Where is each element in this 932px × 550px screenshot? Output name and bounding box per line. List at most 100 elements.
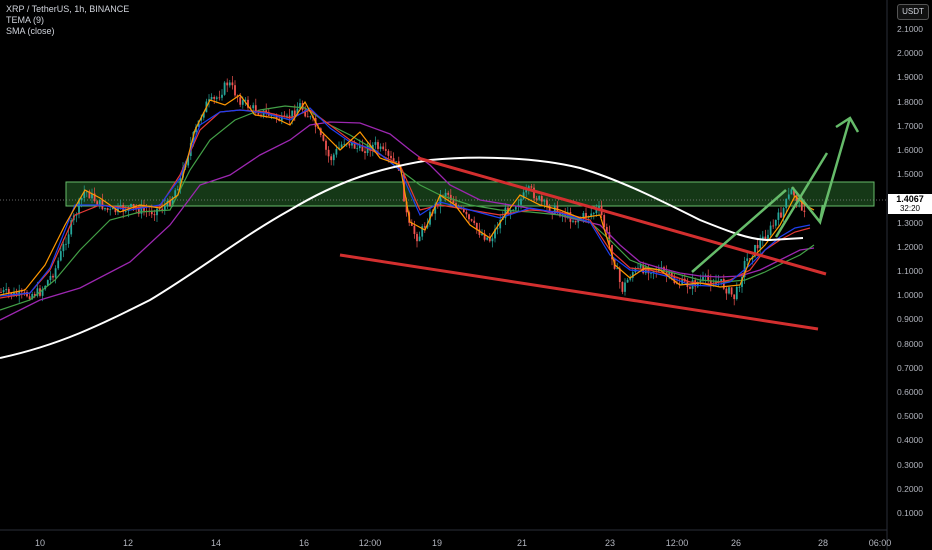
candle-body <box>629 277 632 280</box>
candle-body <box>239 97 242 105</box>
candle-body <box>156 208 158 216</box>
candle-body <box>358 145 361 149</box>
price-axis-label: 1.9000 <box>897 72 923 83</box>
candle-body <box>106 207 109 210</box>
candle-body <box>78 200 80 215</box>
candle-body <box>624 282 626 292</box>
time-axis-label: 26 <box>730 538 742 548</box>
candle-body <box>590 213 593 217</box>
candle-body <box>23 291 26 293</box>
resistance-zone[interactable] <box>65 181 875 207</box>
candle-body <box>330 156 333 161</box>
candle-body <box>574 220 577 223</box>
candle-body <box>423 226 426 228</box>
candle-body <box>140 206 143 214</box>
price-axis-label: 0.4000 <box>897 435 923 446</box>
indicator-sma[interactable]: SMA (close) <box>6 26 55 36</box>
candle-body <box>793 189 795 196</box>
candle-body <box>286 115 288 117</box>
candle-body <box>361 145 364 152</box>
candle-body <box>785 198 788 209</box>
candle-body <box>780 212 782 218</box>
candle-body <box>33 294 36 296</box>
candle-body <box>577 219 580 223</box>
candle-body <box>769 225 772 235</box>
candle-body <box>62 244 65 252</box>
candle-body <box>556 205 559 212</box>
candle-body <box>517 204 520 207</box>
candle-body <box>764 236 767 240</box>
time-axis-label: 10 <box>34 538 46 548</box>
candle-body <box>257 112 260 115</box>
candle-body <box>707 275 710 281</box>
candle-body <box>512 209 515 211</box>
candle-body <box>143 206 145 211</box>
price-axis-label: 1.2000 <box>897 241 923 252</box>
symbol-title[interactable]: XRP / TetherUS, 1h, BINANCE <box>6 4 130 14</box>
chart-legend: XRP / TetherUS, 1h, BINANCE TEMA (9) SMA… <box>6 4 129 37</box>
candle-body <box>353 142 356 149</box>
bar-countdown: 32:20 <box>899 204 921 213</box>
candle-body <box>221 94 223 98</box>
candle-body <box>702 277 704 281</box>
candle-body <box>728 287 730 294</box>
candle-body <box>392 158 395 162</box>
candle-body <box>117 206 119 213</box>
candle-body <box>525 190 528 193</box>
candle-body <box>522 192 525 199</box>
candle-body <box>447 192 450 195</box>
candle-body <box>364 151 366 153</box>
candle-body <box>218 97 221 99</box>
candle-body <box>169 200 171 206</box>
candle-body <box>384 149 387 151</box>
candle-body <box>208 99 210 102</box>
candle-body <box>374 142 377 145</box>
candle-body <box>473 220 476 223</box>
time-axis-label: 19 <box>431 538 443 548</box>
currency-badge[interactable]: USDT <box>897 4 929 20</box>
last-price-value: 1.4067 <box>896 194 924 204</box>
candle-body <box>291 110 294 119</box>
time-axis-label: 12 <box>122 538 134 548</box>
candle-body <box>85 191 88 193</box>
time-axis-label: 14 <box>210 538 222 548</box>
candle-body <box>709 280 712 286</box>
candle-body <box>631 272 634 278</box>
upper-trendline[interactable] <box>417 156 827 276</box>
candle-body <box>735 286 738 300</box>
candle-body <box>605 226 608 233</box>
candle-body <box>637 267 639 269</box>
candle-body <box>730 287 733 295</box>
candle-body <box>746 258 749 261</box>
candle-body <box>595 209 598 214</box>
price-axis-label: 1.1000 <box>897 266 923 276</box>
ema-purple-line <box>0 121 815 321</box>
candle-body <box>265 110 268 113</box>
time-axis-label: 23 <box>604 538 616 548</box>
candle-body <box>176 189 179 191</box>
price-axis-label: 0.3000 <box>897 459 923 470</box>
candle-body <box>20 291 23 293</box>
candle-body <box>514 206 517 210</box>
candle-body <box>481 233 483 235</box>
indicator-tema[interactable]: TEMA (9) <box>6 15 45 25</box>
candle-body <box>247 99 249 108</box>
candle-body <box>210 96 213 100</box>
lower-trendline[interactable] <box>339 253 819 331</box>
candle-body <box>340 144 343 148</box>
candle-body <box>130 204 132 207</box>
candle-body <box>332 154 335 161</box>
candle-body <box>787 194 790 199</box>
candle-body <box>564 213 567 218</box>
candle-body <box>80 198 83 201</box>
candle-body <box>67 234 70 244</box>
candle-body <box>559 211 561 217</box>
candle-body <box>309 116 312 118</box>
candle-body <box>439 195 442 207</box>
candle-body <box>530 186 533 188</box>
candle-body <box>231 82 234 86</box>
candle-body <box>88 191 91 199</box>
candle-body <box>293 110 296 116</box>
candle-body <box>387 150 390 156</box>
